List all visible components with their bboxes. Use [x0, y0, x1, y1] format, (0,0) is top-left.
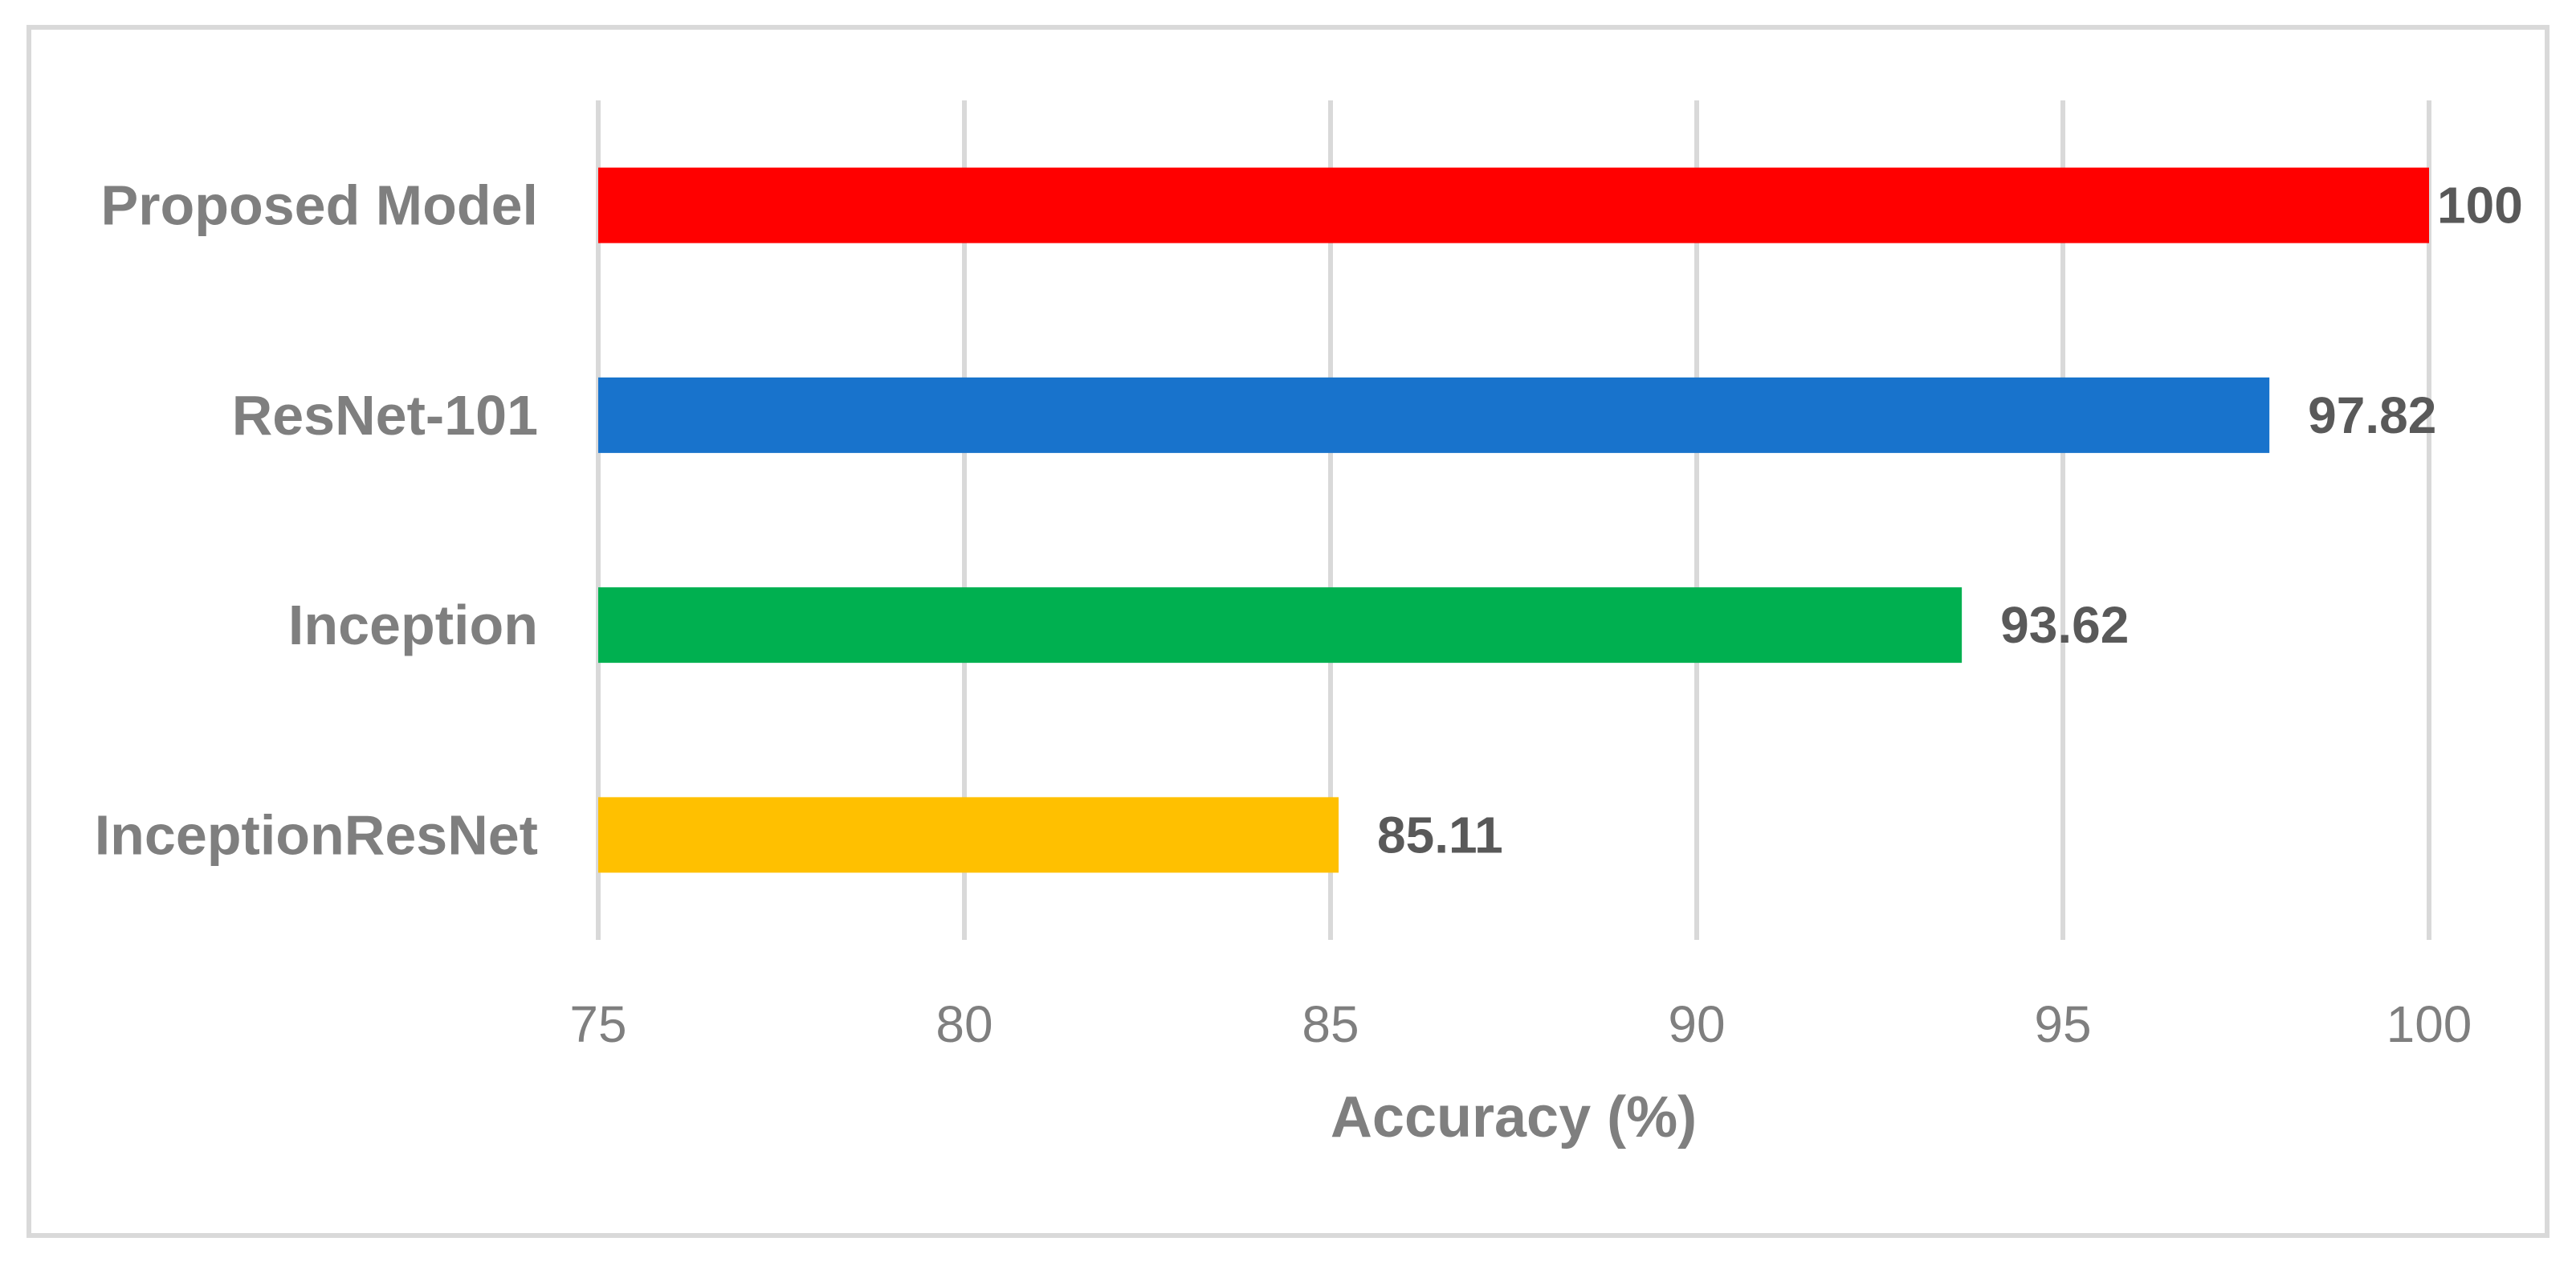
bar [598, 167, 2429, 243]
bar [598, 797, 1339, 873]
x-tick-label: 100 [2386, 995, 2472, 1053]
category-labels: Proposed Model ResNet-101 Inception Incepti… [95, 174, 538, 867]
data-label: 100 [2437, 177, 2523, 235]
data-labels: 100 97.82 93.62 85.11 [1377, 177, 2523, 864]
data-label: 93.62 [2000, 596, 2129, 654]
x-axis-title: Accuracy (%) [1331, 1085, 1697, 1150]
data-label: 97.82 [2308, 386, 2436, 444]
data-label: 85.11 [1377, 806, 1503, 864]
x-tick-label: 80 [935, 995, 992, 1053]
category-label: Proposed Model [101, 174, 538, 237]
bars [598, 167, 2429, 873]
x-tick-labels: 75 80 85 90 95 100 [569, 995, 2472, 1053]
bar [598, 377, 2270, 453]
category-label: Inception [288, 594, 538, 656]
x-tick-label: 90 [1668, 995, 1725, 1053]
category-label: ResNet-101 [232, 384, 538, 447]
x-tick-label: 75 [569, 995, 626, 1053]
x-tick-label: 95 [2034, 995, 2091, 1053]
x-tick-label: 85 [1302, 995, 1359, 1053]
bar [598, 587, 1963, 664]
category-label: InceptionResNet [95, 803, 538, 866]
